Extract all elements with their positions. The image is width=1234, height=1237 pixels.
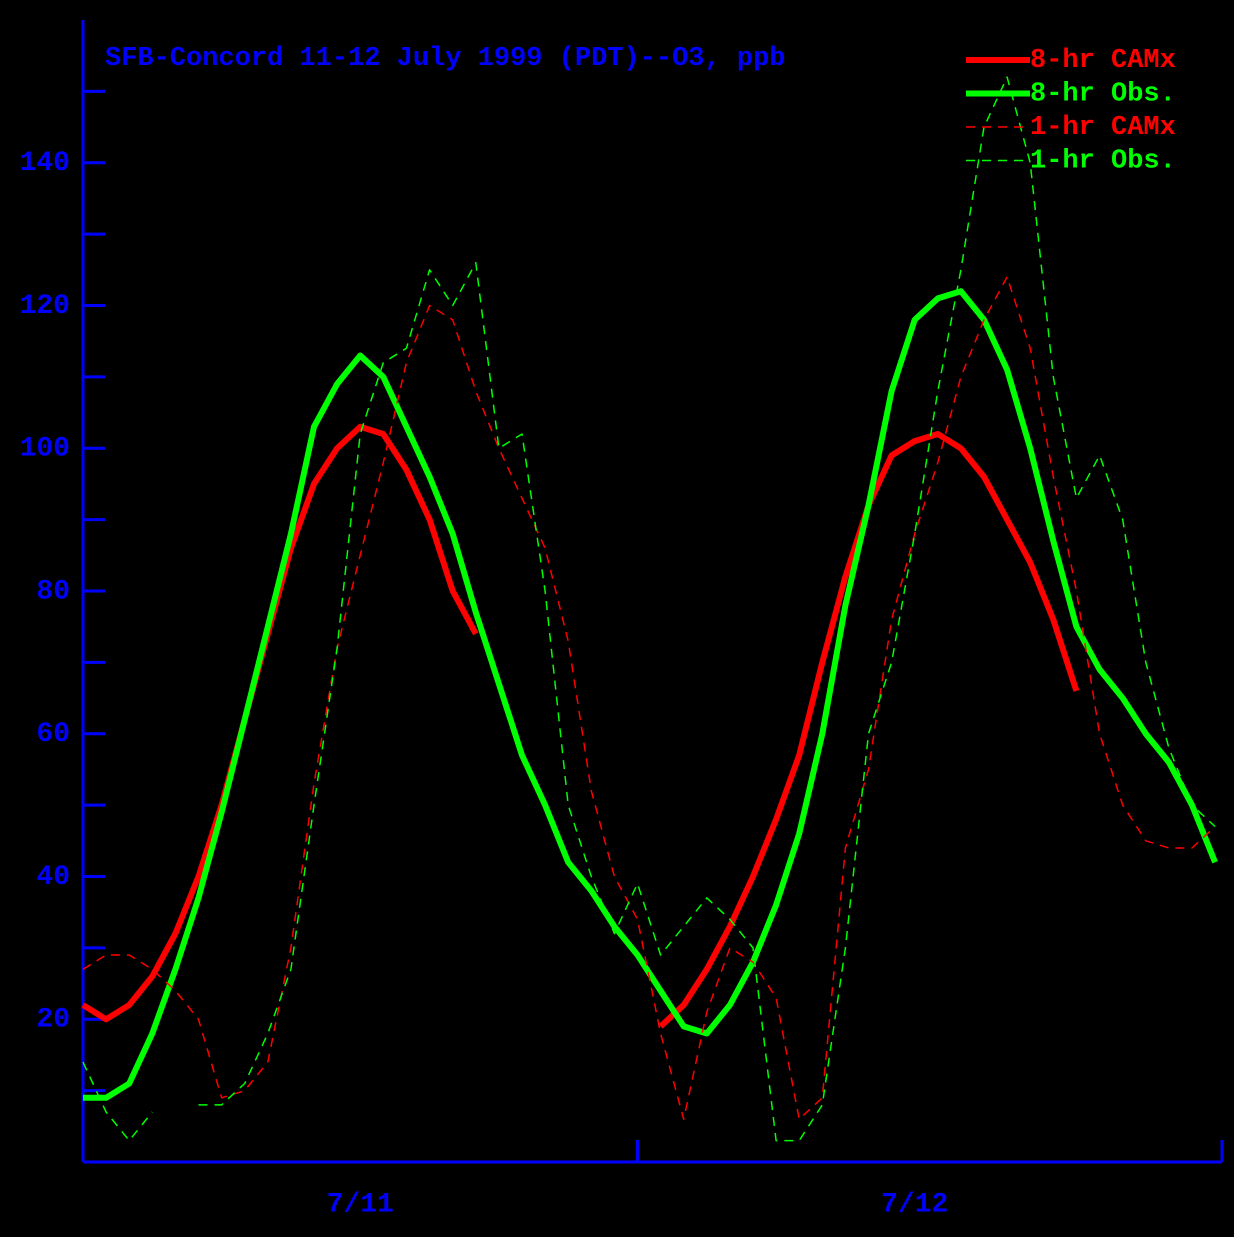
y-tick-label: 100	[20, 434, 70, 465]
chart-title: SFB-Concord 11-12 July 1999 (PDT)--O3, p…	[105, 44, 786, 74]
y-tick-label: 80	[36, 576, 70, 607]
x-tick-label: 7/11	[327, 1189, 394, 1220]
series-line	[82, 76, 1216, 1142]
y-tick-label: 120	[20, 291, 70, 322]
y-tick-label: 60	[36, 719, 70, 750]
legend-label: 8-hr CAMx	[1030, 46, 1176, 76]
legend-label: 1-hr CAMx	[1030, 113, 1176, 143]
legend-label: 8-hr Obs.	[1030, 80, 1176, 110]
x-tick-label: 7/12	[881, 1189, 948, 1220]
y-tick-label: 20	[36, 1005, 70, 1036]
y-tick-label: 140	[20, 148, 70, 179]
y-tick-label: 40	[36, 862, 70, 893]
legend-label: 1-hr Obs.	[1030, 147, 1176, 177]
series-line	[82, 276, 1216, 1120]
